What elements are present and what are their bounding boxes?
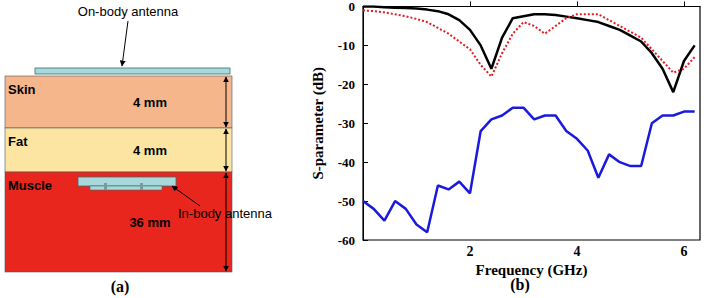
svg-text:4 mm: 4 mm: [133, 95, 167, 110]
svg-text:36 mm: 36 mm: [129, 215, 170, 230]
svg-text:-10: -10: [338, 38, 355, 53]
svg-text:-20: -20: [338, 77, 355, 92]
svg-text:On-body antenna: On-body antenna: [78, 4, 179, 19]
svg-text:4: 4: [573, 244, 580, 259]
svg-text:Fat: Fat: [8, 134, 28, 149]
svg-text:2: 2: [466, 244, 473, 259]
svg-text:S-parameter (dB): S-parameter (dB): [310, 67, 327, 180]
html-text:(b): (b): [510, 276, 530, 293]
svg-text:0: 0: [349, 0, 356, 14]
svg-text:-60: -60: [338, 233, 355, 248]
svg-text:Muscle: Muscle: [8, 178, 52, 193]
svg-text:-50: -50: [338, 194, 355, 209]
svg-text:4 mm: 4 mm: [133, 143, 167, 158]
svg-text:Frequency (GHz): Frequency (GHz): [476, 262, 588, 279]
svg-text:(a): (a): [111, 278, 130, 296]
svg-text:-30: -30: [338, 116, 355, 131]
svg-text:6: 6: [680, 244, 687, 259]
svg-text:Skin: Skin: [8, 82, 36, 97]
svg-text:-40: -40: [338, 155, 355, 170]
svg-text:In-body antenna: In-body antenna: [178, 206, 273, 221]
